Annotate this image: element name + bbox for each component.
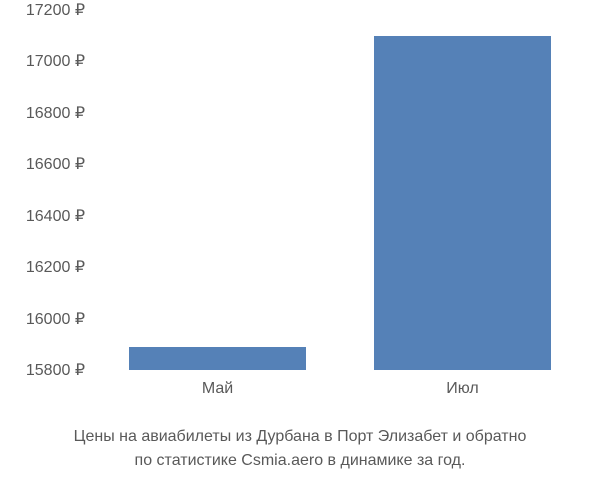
x-axis-label: Июл: [446, 380, 478, 398]
y-axis-label: 15800 ₽: [26, 360, 85, 380]
bar: [374, 36, 550, 370]
x-axis: Май Июл: [95, 375, 585, 405]
y-axis-label: 17200 ₽: [26, 0, 85, 20]
y-axis: 15800 ₽16000 ₽16200 ₽16400 ₽16600 ₽16800…: [0, 0, 95, 370]
chart-caption: Цены на авиабилеты из Дурбана в Порт Эли…: [0, 425, 600, 473]
y-axis-label: 17000 ₽: [26, 51, 85, 71]
y-axis-label: 16600 ₽: [26, 154, 85, 174]
caption-line-2: по статистике Csmia.aero в динамике за г…: [135, 452, 466, 469]
y-axis-label: 16200 ₽: [26, 257, 85, 277]
y-axis-label: 16000 ₽: [26, 309, 85, 329]
bar: [129, 347, 305, 370]
plot-area: [95, 10, 585, 370]
price-chart: 15800 ₽ 16000 ₽ 16200 ₽ 16400 ₽ 16600 ₽ 16800…: [0, 0, 600, 420]
y-axis-label: 16800 ₽: [26, 103, 85, 123]
x-axis-label: Май: [202, 380, 233, 398]
y-axis-label: 16400 ₽: [26, 206, 85, 226]
caption-line-1: Цены на авиабилеты из Дурбана в Порт Эли…: [74, 428, 527, 445]
